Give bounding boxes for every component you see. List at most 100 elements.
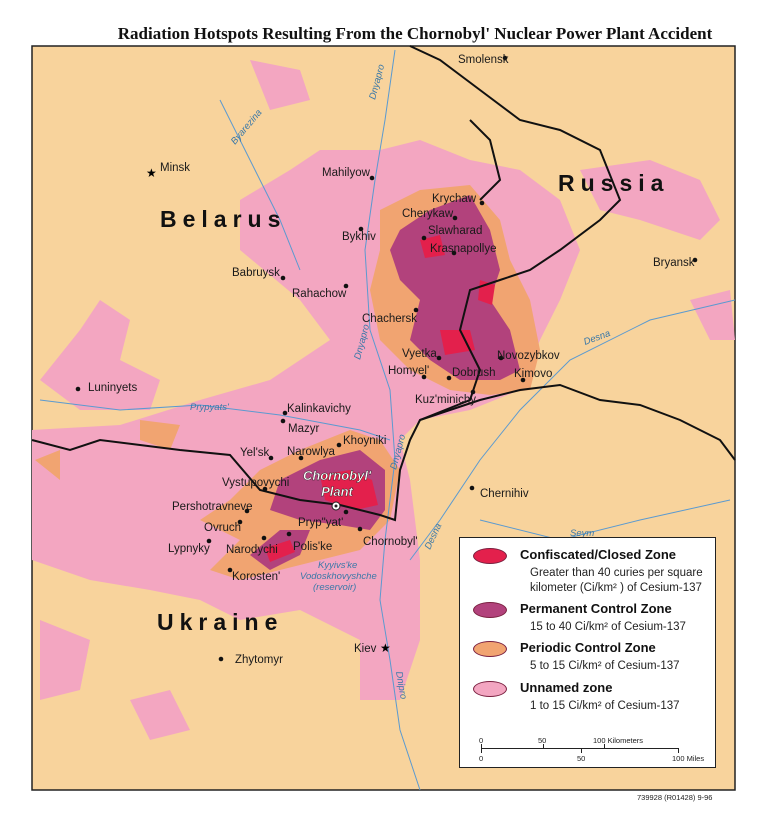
city-dot — [280, 418, 286, 424]
plant-label: Plant — [321, 484, 353, 499]
city-label: Smolensk — [458, 54, 509, 66]
city-label: Khoyniki — [343, 435, 386, 447]
city-label: Korosten' — [232, 571, 280, 583]
city-dot — [244, 508, 250, 514]
country-labels: Belarus Russia Ukraine — [157, 170, 663, 635]
city-dot — [262, 486, 268, 492]
city-label: Homyel' — [388, 365, 429, 377]
city-label: Kimovo — [514, 368, 552, 380]
city-dot — [357, 526, 363, 532]
city-dot — [446, 375, 452, 381]
city-label: Mahilyow — [322, 167, 371, 179]
city-dot — [343, 509, 349, 515]
city-label: Dobrush — [452, 367, 495, 379]
legend-swatch — [473, 641, 507, 657]
legend-desc: 1 to 15 Ci/km² of Cesium-137 — [530, 700, 680, 712]
plant-label: Chornobyl' — [303, 468, 372, 483]
river-label: Prypyats' — [190, 402, 230, 413]
star-icon: ★ — [146, 166, 157, 180]
river-label: Seym — [570, 528, 594, 539]
city-dot — [336, 442, 342, 448]
city-label: Chornobyl' — [363, 536, 418, 548]
city-label: Narowlya — [287, 446, 336, 458]
city-dot — [520, 377, 526, 383]
legend-swatch — [473, 681, 507, 697]
city-dot — [436, 355, 442, 361]
city-label: Polis'ke — [293, 541, 332, 553]
city-dot — [498, 355, 504, 361]
rivers — [39, 49, 736, 791]
city-label: Bykhiv — [342, 231, 376, 243]
scale-label: 0 — [479, 754, 484, 763]
city-label: Kalinkavichy — [287, 403, 351, 415]
nuclear-plant-icon — [331, 501, 341, 511]
city-dot — [218, 656, 224, 662]
scale-label: 100 Kilometers — [593, 736, 644, 745]
city-label: Bryansk — [653, 257, 695, 269]
legend-desc: 15 to 40 Ci/km² of Cesium-137 — [530, 621, 686, 633]
city-dot — [469, 485, 475, 491]
city-label: Zhytomyr — [235, 654, 283, 666]
city-dot — [237, 519, 243, 525]
city-label: Vystupovychi — [222, 477, 289, 489]
city-dot — [452, 215, 458, 221]
city-label: Pershotravneve — [172, 501, 253, 513]
city-dot — [502, 55, 508, 61]
reservoir-label: (reservoir) — [313, 582, 356, 593]
city-label: Luninyets — [88, 382, 137, 394]
borders — [31, 45, 736, 522]
city-dot — [343, 283, 349, 289]
city-dot — [282, 410, 288, 416]
city-dot — [280, 275, 286, 281]
city-label: Chernihiv — [480, 488, 529, 500]
star-icon: ★ — [380, 641, 391, 655]
city-label: Mazyr — [288, 423, 319, 435]
legend-desc: Greater than 40 curies per square — [530, 567, 703, 579]
country-belarus: Belarus — [160, 206, 286, 232]
city-dot — [358, 226, 364, 232]
scale-label: 50 — [538, 736, 547, 745]
city-dot — [268, 455, 274, 461]
city-label: Kuz'minichy — [415, 394, 476, 406]
city-label: Yel'sk — [240, 447, 270, 459]
cities: Smolensk Mahilyow Krychaw Cherykaw Slawharad… — [75, 54, 698, 666]
city-dot — [451, 250, 457, 256]
scale-label: 100 Miles — [672, 754, 705, 763]
city-label: Lypnyky — [168, 543, 210, 555]
legend-title: Confiscated/Closed Zone — [520, 547, 677, 562]
city-dot — [206, 538, 212, 544]
city-label: Narodychi — [226, 544, 278, 556]
city-dot — [470, 389, 476, 395]
city-label: Krychaw — [432, 193, 477, 205]
confiscated-closed-zone — [265, 235, 495, 562]
city-dot — [479, 200, 485, 206]
reservoir-label: Vodoskhovyshche — [300, 571, 377, 582]
plant-marker: Chornobyl' Plant — [303, 468, 372, 511]
map-credit: 739928 (R01428) 9-96 — [637, 793, 713, 802]
city-label: Vyetka — [402, 348, 437, 360]
capital-label: Kiev — [354, 643, 377, 655]
country-ukraine: Ukraine — [157, 609, 283, 635]
legend-desc: 5 to 15 Ci/km² of Cesium-137 — [530, 660, 680, 672]
legend-swatch — [473, 602, 507, 618]
city-label: Krasnapollye — [430, 243, 496, 255]
city-dot — [298, 455, 304, 461]
city-dot — [421, 374, 427, 380]
city-dot — [261, 535, 267, 541]
city-dot — [286, 531, 292, 537]
city-dot — [369, 175, 375, 181]
city-dot — [421, 235, 427, 241]
scale-label: 50 — [577, 754, 586, 763]
legend-title: Permanent Control Zone — [520, 601, 672, 616]
city-dot — [75, 386, 81, 392]
capitals: ★ Minsk ★ Kiev — [146, 162, 391, 655]
reservoir-label: Kyyivs'ke — [318, 560, 357, 571]
city-label: Cherykaw — [402, 208, 454, 220]
city-dot — [413, 307, 419, 313]
city-label: Slawharad — [428, 225, 482, 237]
legend-title: Unnamed zone — [520, 680, 613, 695]
city-label: Ovruch — [204, 522, 241, 534]
scale-label: 0 — [479, 736, 484, 745]
capital-label: Minsk — [160, 162, 190, 174]
city-label: Pryp"yat' — [298, 517, 343, 529]
